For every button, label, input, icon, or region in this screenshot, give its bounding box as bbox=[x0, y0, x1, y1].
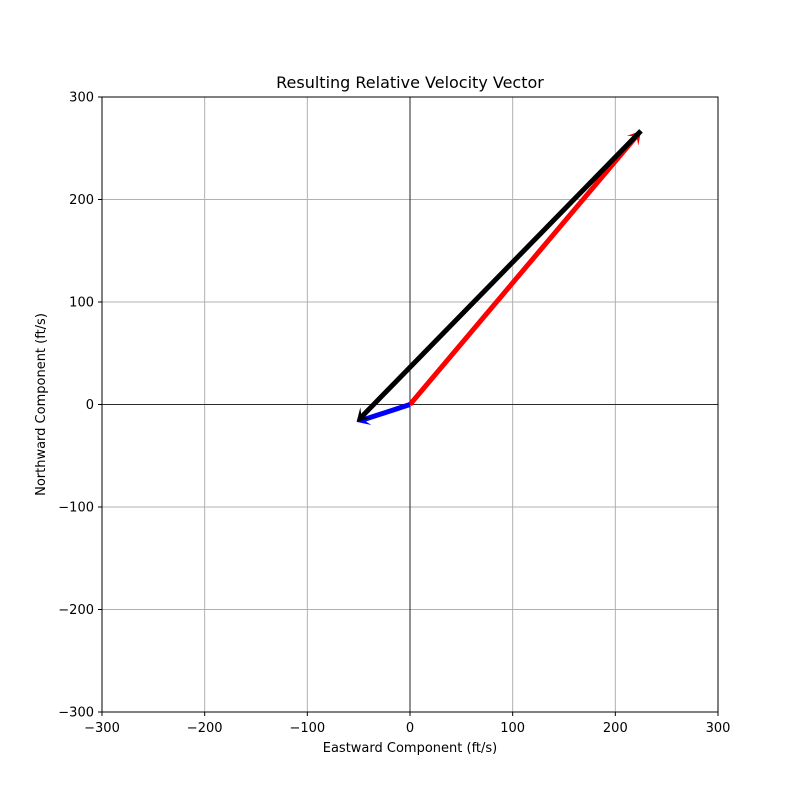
y-axis-label: Northward Component (ft/s) bbox=[34, 313, 49, 496]
y-tick-label: 0 bbox=[86, 398, 94, 413]
y-tick-label: 200 bbox=[69, 193, 94, 208]
vectors bbox=[356, 129, 643, 426]
y-tick-label: −100 bbox=[58, 501, 94, 516]
y-tick-label: −200 bbox=[58, 603, 94, 618]
y-tick-label: 300 bbox=[69, 91, 94, 106]
y-tick-label: 100 bbox=[69, 296, 94, 311]
blue-vector-arrow bbox=[356, 402, 411, 426]
y-tick-label: −300 bbox=[58, 706, 94, 721]
black-vector-arrow bbox=[356, 129, 643, 422]
x-axis-label: Eastward Component (ft/s) bbox=[323, 741, 498, 756]
ticks: −300 −200 −100 0 100 200 300 −300 −200 −100 0 100 20… bbox=[58, 91, 730, 737]
x-tick-label: 300 bbox=[706, 721, 731, 736]
chart-title: Resulting Relative Velocity Vector bbox=[276, 73, 544, 92]
x-tick-label: 200 bbox=[603, 721, 628, 736]
x-tick-label: −300 bbox=[84, 721, 120, 736]
x-tick-label: −100 bbox=[289, 721, 325, 736]
x-tick-label: 100 bbox=[500, 721, 525, 736]
x-tick-label: −200 bbox=[187, 721, 223, 736]
red-vector-arrow bbox=[408, 130, 641, 407]
x-tick-label: 0 bbox=[406, 721, 414, 736]
